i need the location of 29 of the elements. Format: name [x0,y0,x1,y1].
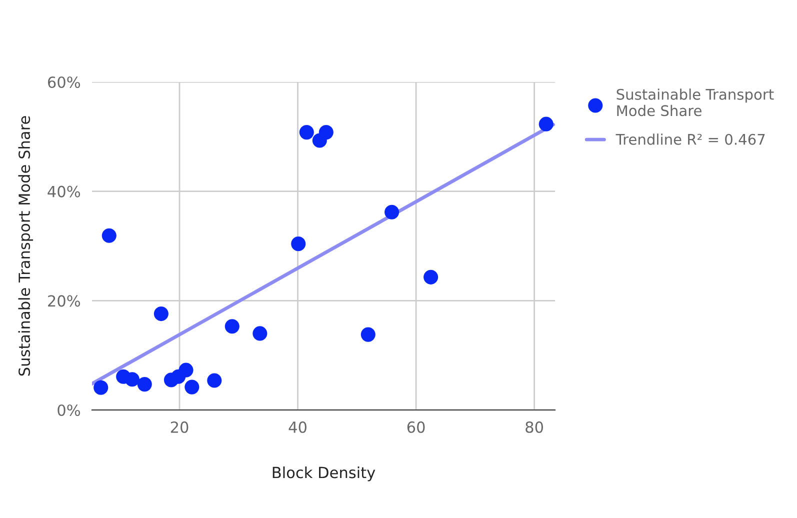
point [154,306,168,322]
x-tick-label: 40 [288,421,306,433]
point [207,373,222,388]
legend-label: Sustainable Transport Mode Share [616,88,774,116]
y-axis-title: Sustainable Transport Mode Share [18,116,34,376]
point [252,326,268,341]
point [224,319,240,334]
x-tick-label: 20 [170,421,188,433]
point [299,125,314,140]
point [178,362,194,378]
point [184,380,200,394]
point [424,270,438,284]
y-tick-label: 20% [48,295,80,307]
point [124,372,140,387]
point [137,377,152,392]
point [291,236,306,252]
y-tick-label: 40% [48,186,80,198]
point [102,228,116,243]
legend-label: Trendline R² = 0.467 [616,134,765,145]
x-tick-label: 60 [407,421,425,433]
point [318,125,334,140]
x-axis-title: Block Density [272,466,376,482]
y-tick-label: 0% [58,404,80,416]
point [538,116,554,132]
point [360,327,376,342]
point [94,380,108,395]
point [384,204,400,220]
y-tick-label: 60% [48,76,80,88]
x-tick-label: 80 [526,421,544,433]
